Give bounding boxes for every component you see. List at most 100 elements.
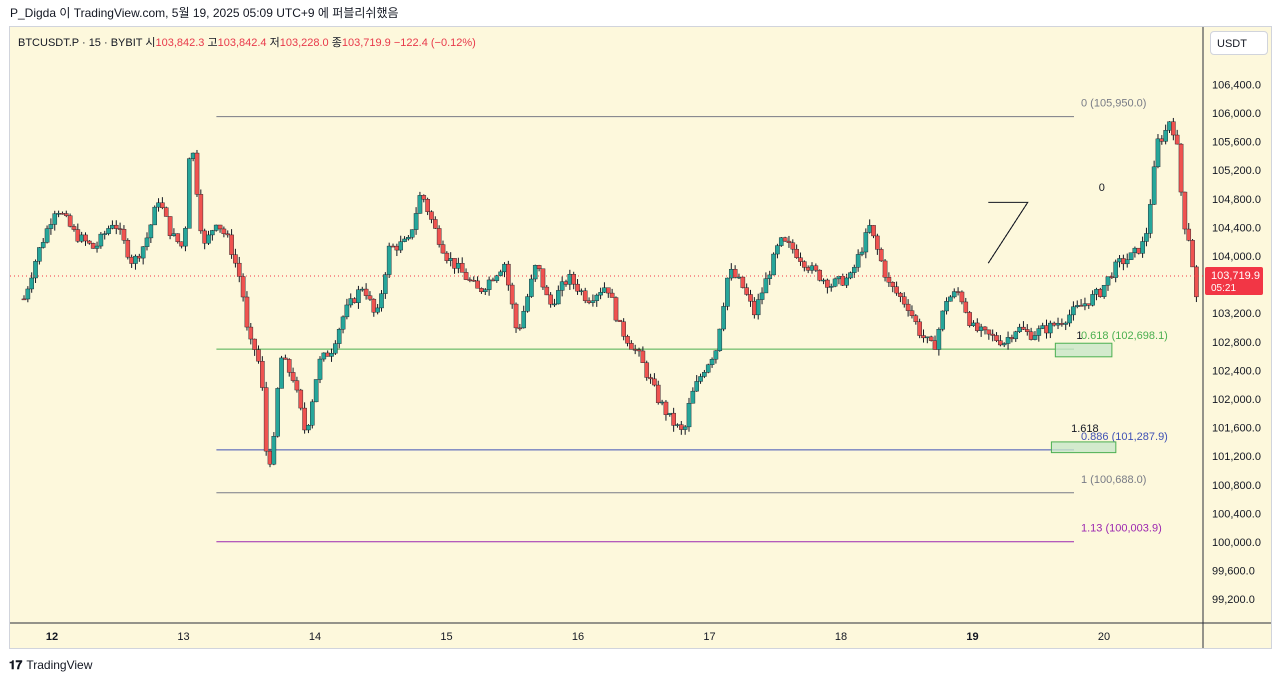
last-price-tag[interactable] [1205,267,1263,296]
candle-body [363,288,369,296]
candle-body [133,255,138,264]
candle-body [1163,130,1168,142]
candle-body [690,390,696,404]
candle-body [786,240,792,243]
candle-body [809,265,815,271]
currency-button[interactable]: USDT [1210,31,1268,55]
publish-header: P_Digda 이 TradingView.com, 5월 19, 2025 0… [10,6,399,20]
candle-body [679,424,684,430]
candle-body [944,301,949,312]
footer-brand[interactable]: 𝟏𝟕 TradingView [9,656,92,674]
close-value: 103,719.9 [341,37,391,49]
y-tick-label: 103,200.0 [1212,308,1261,320]
pattern-dotted-line[interactable] [987,202,1029,264]
candle-body [106,228,111,234]
candle-body [798,257,803,262]
candle-body [844,277,849,286]
candle-body [1090,294,1095,306]
candle-body [248,326,254,340]
candle-body [1063,322,1069,325]
candle-body [832,278,838,287]
candle-body [709,358,715,365]
chart-panel[interactable]: 106,400.0 106,000.0 105,600.0 105,200.0 104,… [9,26,1272,649]
candle-body [502,263,507,273]
candle-body [1051,322,1057,326]
candle-body [394,245,400,251]
candle-body [90,243,96,249]
candle-body [901,296,907,305]
candle-body [1101,285,1107,297]
symbol-info: BTCUSDT.P · 15 · BYBIT 시103,842.3 고103,8… [18,34,476,50]
fib-level-label: 0.618 (102,698.1) [1081,330,1168,342]
candle-body [409,229,415,238]
target-zone-box[interactable] [1050,441,1117,454]
candle-body [967,312,972,326]
low-value: 103,228.0 [279,37,329,49]
candle-body [748,294,753,302]
candle-body [417,195,423,214]
candle-body [775,245,780,255]
candle-body [383,274,388,294]
candle-body [98,233,104,247]
candle-body [917,321,922,336]
candle-body [163,207,169,217]
candle-body [375,307,380,313]
target-zone-box[interactable] [1054,342,1113,358]
candle-body [29,277,34,290]
candle-body [682,426,688,430]
annotation-label: 0 [1099,182,1105,194]
candle-body [298,389,304,409]
candle-body [759,292,765,300]
candle-body [1171,121,1176,136]
candle-body [1186,228,1192,241]
candle-body [1032,335,1038,340]
candle-body [1144,233,1149,242]
candle-body [1059,323,1065,325]
candle-body [640,350,646,363]
candle-body [548,294,553,305]
candle-body [978,326,984,331]
candle-body [529,278,534,297]
x-tick-label: 16 [572,631,584,643]
candle-body [936,329,942,350]
candle-body [586,300,592,303]
candle-body [886,277,892,283]
candle-body [448,258,453,261]
candle-body [982,326,988,331]
candle-body [644,362,650,378]
candle-body [552,303,557,306]
candle-body [890,282,896,287]
candle-body [186,158,192,229]
candle-body [344,304,350,318]
candle-body [1140,241,1145,254]
candle-body [152,206,157,226]
candle-body [1071,306,1076,316]
annotation-label: 1.618 [1071,423,1099,435]
candle-body [379,293,384,309]
candle-body [671,412,676,426]
candle-body [721,306,726,330]
candle-body [867,225,872,233]
y-tick-label: 102,800.0 [1212,337,1261,349]
candle-body [271,436,277,465]
candle-body [1121,258,1126,265]
open-label: 시 [145,37,156,49]
candle-body [1044,325,1049,334]
candle-body [325,352,330,357]
candle-body [183,228,188,247]
candle-body [1194,266,1199,298]
candle-body [137,255,142,259]
fib-level-label: 0.886 (101,287.9) [1081,431,1168,443]
candle-body [83,234,88,242]
candle-body [732,269,738,278]
candle-body [121,228,127,241]
chart-canvas[interactable]: 106,400.0 106,000.0 105,600.0 105,200.0 104,… [10,27,1271,648]
candle-body [940,310,946,330]
candle-body [878,249,884,262]
candle-body [582,290,588,301]
candle-body [840,276,846,286]
candle-body [494,275,500,281]
candle-body [79,234,84,242]
symbol-name[interactable]: BTCUSDT.P · 15 · BYBIT [18,37,143,49]
candle-body [563,281,569,285]
